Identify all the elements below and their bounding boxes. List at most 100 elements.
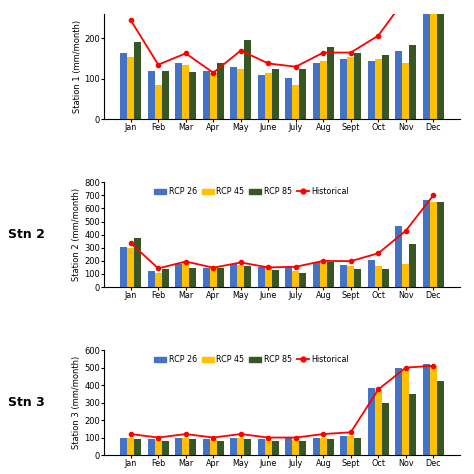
Bar xyxy=(155,85,162,119)
Bar xyxy=(230,438,237,455)
Bar xyxy=(292,271,299,287)
Bar xyxy=(299,441,306,455)
Text: Stn 2: Stn 2 xyxy=(8,228,45,241)
Bar xyxy=(340,59,347,119)
Y-axis label: Station 2 (mm/month): Station 2 (mm/month) xyxy=(73,188,82,281)
Bar xyxy=(182,64,189,119)
Bar xyxy=(368,388,375,455)
Bar xyxy=(368,260,375,287)
Bar xyxy=(217,268,224,287)
Bar xyxy=(299,273,306,287)
Bar xyxy=(285,78,292,119)
Bar xyxy=(437,202,444,287)
Bar xyxy=(292,440,299,455)
Bar xyxy=(162,71,169,119)
Bar xyxy=(409,244,416,287)
Bar xyxy=(272,270,279,287)
Text: Stn 3: Stn 3 xyxy=(8,396,45,409)
Bar xyxy=(120,438,128,455)
Bar xyxy=(120,246,128,287)
Bar xyxy=(382,403,389,455)
Bar xyxy=(134,43,141,119)
Legend: RCP 26, RCP 45, RCP 85, Historical: RCP 26, RCP 45, RCP 85, Historical xyxy=(151,352,352,367)
Bar xyxy=(217,63,224,119)
Bar xyxy=(258,267,265,287)
Bar xyxy=(237,438,244,455)
Bar xyxy=(375,266,382,287)
Bar xyxy=(230,67,237,119)
Bar xyxy=(375,390,382,455)
Bar xyxy=(437,0,444,119)
Bar xyxy=(203,71,210,119)
Bar xyxy=(382,55,389,119)
Bar xyxy=(368,61,375,119)
Bar xyxy=(272,441,279,455)
Bar xyxy=(423,200,430,287)
Y-axis label: Station 3 (mm/month): Station 3 (mm/month) xyxy=(73,356,82,449)
Bar xyxy=(148,71,155,119)
Bar xyxy=(354,438,361,455)
Bar xyxy=(217,441,224,455)
Bar xyxy=(189,72,196,119)
Bar xyxy=(320,61,327,119)
Bar xyxy=(175,64,182,119)
Bar xyxy=(327,439,334,455)
Bar xyxy=(203,439,210,455)
Bar xyxy=(320,263,327,287)
Bar xyxy=(182,263,189,287)
Bar xyxy=(230,264,237,287)
Bar xyxy=(395,227,402,287)
Bar xyxy=(354,53,361,119)
Bar xyxy=(134,237,141,287)
Bar xyxy=(120,53,128,119)
Bar xyxy=(423,364,430,455)
Bar xyxy=(258,439,265,455)
Bar xyxy=(340,436,347,455)
Bar xyxy=(320,438,327,455)
Y-axis label: Station 1 (mm/month): Station 1 (mm/month) xyxy=(73,20,82,113)
Bar xyxy=(175,264,182,287)
Bar xyxy=(128,248,134,287)
Bar xyxy=(258,75,265,119)
Bar xyxy=(237,69,244,119)
Bar xyxy=(128,438,134,455)
Bar xyxy=(327,46,334,119)
Bar xyxy=(155,440,162,455)
Bar xyxy=(128,56,134,119)
Bar xyxy=(155,273,162,287)
Bar xyxy=(437,381,444,455)
Bar xyxy=(203,268,210,287)
Bar xyxy=(148,271,155,287)
Bar xyxy=(134,439,141,455)
Bar xyxy=(313,438,320,455)
Bar xyxy=(285,267,292,287)
Bar xyxy=(340,265,347,287)
Bar xyxy=(430,202,437,287)
Bar xyxy=(162,441,169,455)
Bar xyxy=(395,51,402,119)
Bar xyxy=(237,265,244,287)
Bar xyxy=(189,268,196,287)
Legend: RCP 26, RCP 45, RCP 85, Historical: RCP 26, RCP 45, RCP 85, Historical xyxy=(151,184,352,200)
Bar xyxy=(382,269,389,287)
Bar xyxy=(409,394,416,455)
Bar xyxy=(347,266,354,287)
Bar xyxy=(244,439,251,455)
Bar xyxy=(423,0,430,119)
Bar xyxy=(148,439,155,455)
Bar xyxy=(409,46,416,119)
Bar xyxy=(299,69,306,119)
Bar xyxy=(313,63,320,119)
Bar xyxy=(210,73,217,119)
Bar xyxy=(182,438,189,455)
Bar xyxy=(347,436,354,455)
Bar xyxy=(162,269,169,287)
Bar xyxy=(347,56,354,119)
Bar xyxy=(395,368,402,455)
Bar xyxy=(292,85,299,119)
Bar xyxy=(244,266,251,287)
Bar xyxy=(265,266,272,287)
Bar xyxy=(327,262,334,287)
Bar xyxy=(430,366,437,455)
Bar xyxy=(272,69,279,119)
